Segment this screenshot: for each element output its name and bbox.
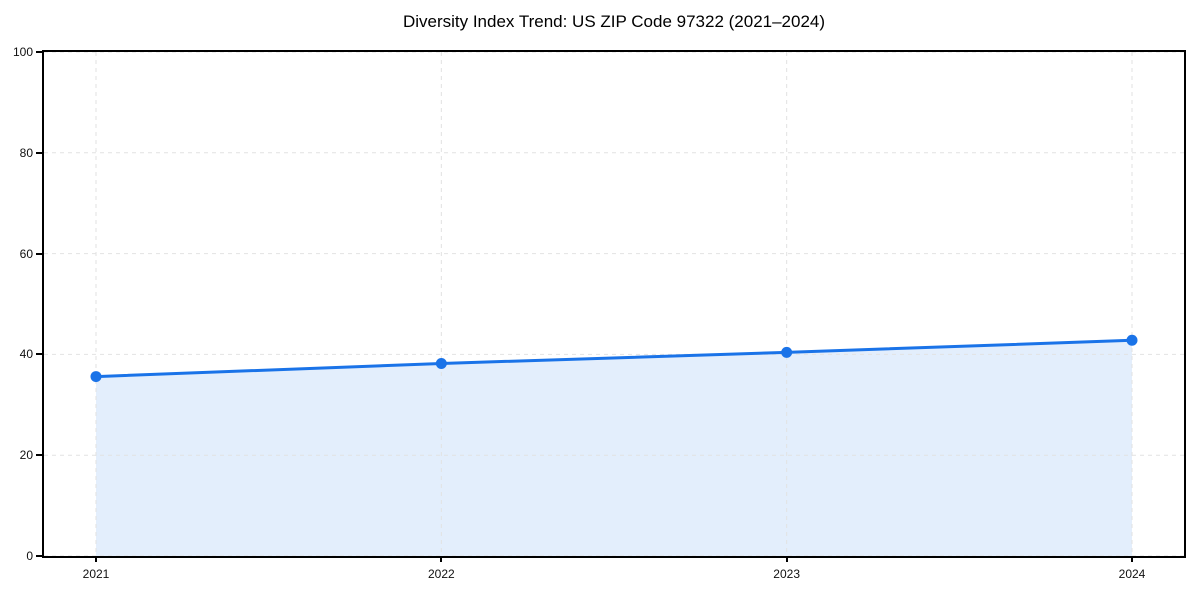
y-tick-mark — [36, 252, 42, 255]
data-point-marker — [781, 346, 793, 358]
data-point-marker — [435, 357, 447, 369]
x-tick-label: 2023 — [773, 567, 801, 581]
data-point-marker — [1126, 334, 1138, 346]
y-tick-label: 60 — [19, 246, 33, 261]
x-tick-mark — [785, 556, 788, 562]
y-tick-label: 40 — [19, 347, 33, 362]
y-tick-mark — [36, 151, 42, 154]
y-tick-mark — [36, 454, 42, 457]
y-tick-label: 80 — [19, 145, 33, 160]
x-tick-mark — [95, 556, 97, 562]
area-fill — [96, 340, 1132, 556]
x-tick-label: 2021 — [82, 567, 110, 581]
x-tick-label: 2024 — [1118, 567, 1146, 581]
data-point-marker — [90, 371, 102, 383]
x-tick-mark — [1131, 556, 1133, 562]
trend-line — [94, 338, 1134, 379]
y-tick-label: 20 — [19, 448, 33, 463]
y-tick-mark — [36, 555, 42, 557]
y-tick-mark — [36, 51, 42, 53]
x-tick-mark — [440, 556, 443, 562]
plot-area — [42, 50, 1186, 558]
y-tick-mark — [36, 353, 42, 356]
line-series-canvas — [44, 52, 1184, 556]
chart-title: Diversity Index Trend: US ZIP Code 97322… — [402, 12, 826, 31]
y-tick-label: 100 — [12, 45, 33, 59]
y-tick-label: 0 — [26, 549, 33, 563]
x-tick-label: 2022 — [427, 567, 455, 581]
